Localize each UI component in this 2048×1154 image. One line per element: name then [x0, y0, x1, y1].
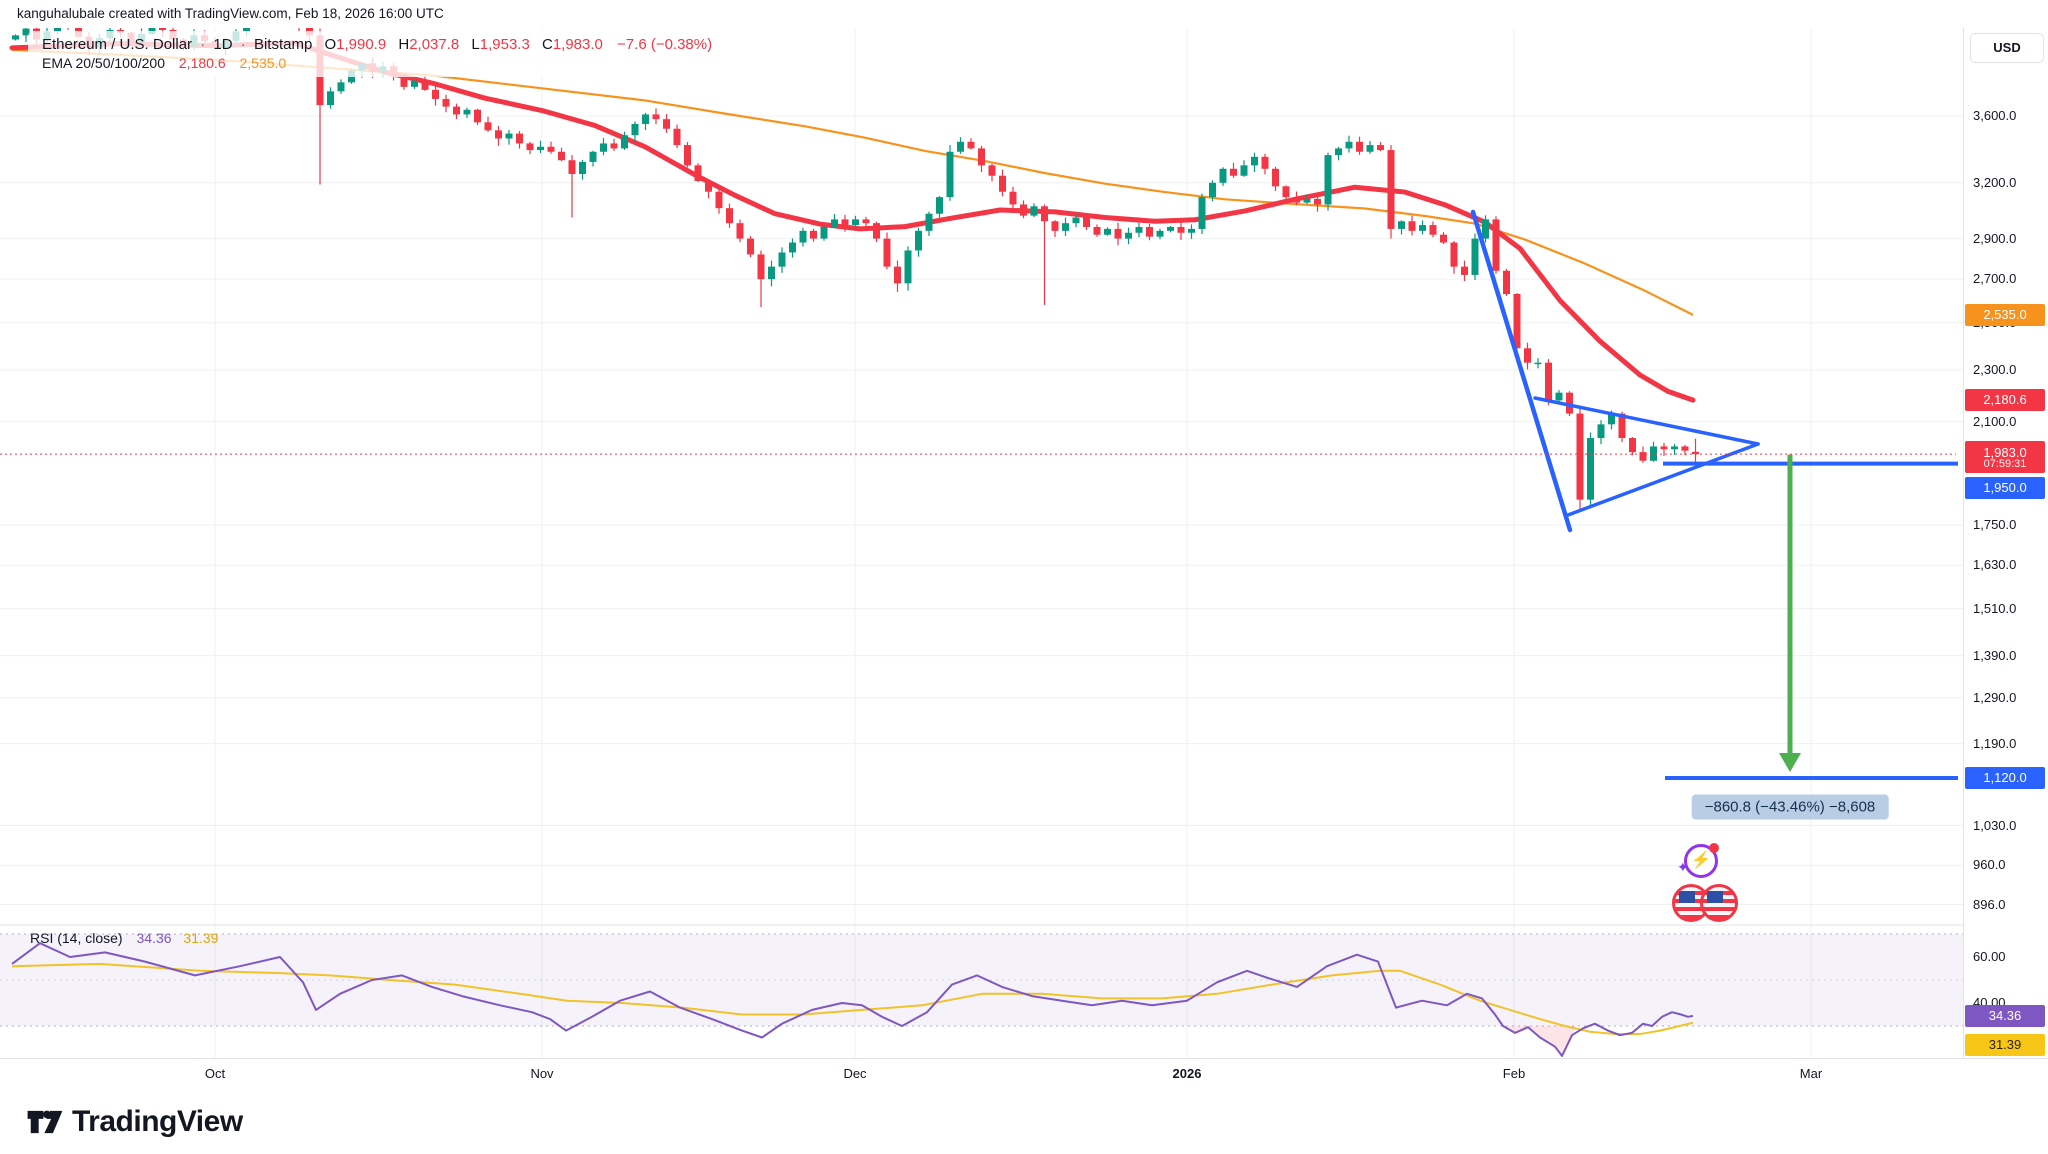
time-axis-label: Dec — [843, 1066, 867, 1081]
price-tick: 1,750.0 — [1973, 516, 2017, 532]
low-letter: L — [471, 36, 480, 53]
close-letter: C — [541, 36, 553, 53]
price-tick: 1,510.0 — [1973, 600, 2017, 616]
time-axis-label: Feb — [1502, 1066, 1526, 1081]
rsi-tick: 60.00 — [1973, 949, 2006, 964]
time-axis[interactable]: Oct Nov Dec 2026 Feb Mar — [0, 1058, 2048, 1091]
price-scale-axis[interactable]: 3,600.03,200.02,900.02,700.02,500.02,300… — [1963, 0, 2048, 1090]
chart-legend: Ethereum / U.S. Dollar · 1D · Bitstamp O… — [28, 31, 727, 77]
close-value: 1,983.0 — [552, 36, 603, 53]
price-badge: 34.36 — [1965, 1004, 2045, 1027]
ema-slow-value: 2,535.0 — [239, 55, 287, 71]
price-badge: 2,535.0 — [1965, 303, 2045, 326]
symbol-legend-row[interactable]: Ethereum / U.S. Dollar · 1D · Bitstamp O… — [42, 36, 712, 53]
rsi-legend-row[interactable]: RSI (14, close) 34.36 31.39 — [30, 930, 218, 946]
high-value: 2,037.8 — [409, 36, 460, 53]
low-value: 1,953.3 — [479, 36, 530, 53]
price-tick: 896.0 — [1973, 896, 2006, 912]
sparkle-star-icon: ✦ — [1677, 859, 1689, 875]
rsi-signal-line — [11, 962, 1694, 1036]
flag-stickers[interactable] — [1672, 884, 1742, 922]
time-axis-label: 2026 — [1172, 1066, 1202, 1081]
chart-stickers: ⚡ ✦ — [1672, 843, 1742, 922]
price-tick: 1,630.0 — [1973, 557, 2017, 573]
rsi-line — [11, 942, 1694, 1057]
ema-fast-value: 2,180.6 — [178, 55, 226, 71]
rsi-value: 34.36 — [136, 930, 172, 946]
rsi-band — [0, 934, 1963, 1026]
currency-toggle-button[interactable]: USD — [1970, 33, 2044, 63]
price-badge: 2,180.6 — [1965, 389, 2045, 412]
price-tick: 2,300.0 — [1973, 362, 2017, 378]
attribution-bar: kanguhalubale created with TradingView.c… — [0, 0, 2048, 28]
price-tick: 2,700.0 — [1973, 271, 2017, 287]
ai-sparkle-icon[interactable]: ⚡ ✦ — [1677, 843, 1719, 878]
price-tick: 960.0 — [1973, 857, 2006, 873]
price-tick: 3,200.0 — [1973, 174, 2017, 190]
projection-result-label[interactable]: −860.8 (−43.46%) −8,608 — [1691, 794, 1889, 820]
price-tick: 1,030.0 — [1973, 817, 2017, 833]
attribution-text: kanguhalubale created with TradingView.c… — [17, 6, 444, 21]
footer-bar: TradingView — [26, 1103, 243, 1141]
rsi-oversold-fill — [1503, 1026, 1576, 1056]
price-badge: 1,950.0 — [1965, 476, 2045, 499]
red-dot-icon — [1709, 843, 1719, 853]
projection-arrow-head — [1779, 753, 1801, 773]
open-value: 1,990.9 — [336, 36, 387, 53]
time-axis-label: Nov — [530, 1066, 554, 1081]
chart-canvas[interactable] — [0, 0, 1963, 1090]
us-flag-icon-2 — [1700, 884, 1738, 922]
legend-separator2: · — [240, 36, 246, 53]
gridlines — [0, 28, 1963, 1058]
price-tick: 1,290.0 — [1973, 689, 2017, 705]
price-tick: 1,390.0 — [1973, 647, 2017, 663]
price-tick: 2,100.0 — [1973, 413, 2017, 429]
price-tick: 1,190.0 — [1973, 735, 2017, 751]
price-tick: 3,600.0 — [1973, 108, 2017, 123]
ema-label: EMA 20/50/100/200 — [42, 55, 165, 71]
legend-separator: · — [200, 36, 206, 53]
exchange-label: Bitstamp — [253, 36, 313, 53]
open-letter: O — [324, 36, 337, 53]
price-badge: 1,120.0 — [1965, 767, 2045, 790]
change-value: −7.6 (−0.38%) — [617, 36, 713, 53]
high-letter: H — [398, 36, 410, 53]
symbol-title[interactable]: Ethereum / U.S. Dollar — [42, 36, 193, 53]
timeframe-label[interactable]: 1D — [213, 36, 233, 53]
pennant-upper-line[interactable] — [1533, 396, 1760, 446]
price-badge: 1,983.0 07:59:31 — [1965, 441, 2045, 474]
tradingview-brand-text[interactable]: TradingView — [72, 1105, 243, 1138]
ema-legend-row[interactable]: EMA 20/50/100/200 2,180.6 2,535.0 — [42, 55, 712, 71]
tradingview-logo-icon[interactable] — [26, 1103, 64, 1141]
rsi-signal-value: 31.39 — [183, 930, 219, 946]
time-axis-label: Oct — [204, 1066, 226, 1081]
price-badge: 31.39 — [1965, 1033, 2045, 1056]
rsi-label: RSI (14, close) — [30, 930, 123, 946]
price-tick: 2,900.0 — [1973, 230, 2017, 246]
time-axis-label: Mar — [1799, 1066, 1823, 1081]
trendline-pole[interactable] — [1470, 209, 1573, 533]
pennant-lower-line[interactable] — [1566, 442, 1760, 517]
